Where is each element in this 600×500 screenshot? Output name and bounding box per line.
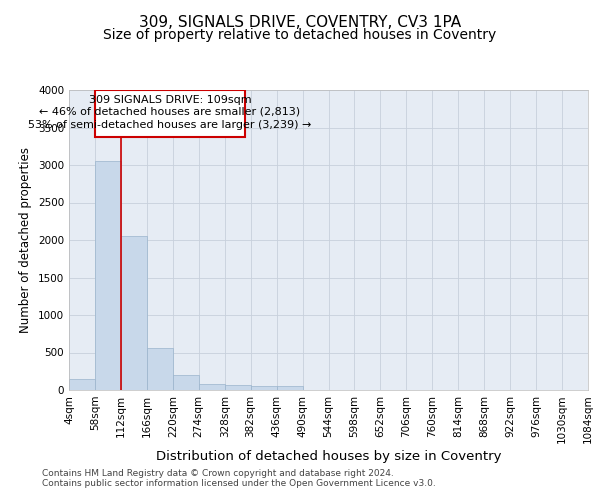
Bar bbox=[147, 348, 173, 390]
Y-axis label: Number of detached properties: Number of detached properties bbox=[19, 147, 32, 333]
Text: 53% of semi-detached houses are larger (3,239) →: 53% of semi-detached houses are larger (… bbox=[28, 120, 311, 130]
Bar bbox=[95, 160, 121, 390]
Text: ← 46% of detached houses are smaller (2,813): ← 46% of detached houses are smaller (2,… bbox=[40, 107, 301, 117]
Bar bbox=[277, 386, 302, 390]
Text: Size of property relative to detached houses in Coventry: Size of property relative to detached ho… bbox=[103, 28, 497, 42]
Bar bbox=[173, 374, 199, 390]
Bar bbox=[95, 90, 245, 136]
Bar bbox=[121, 236, 147, 390]
Text: 309 SIGNALS DRIVE: 109sqm: 309 SIGNALS DRIVE: 109sqm bbox=[89, 95, 251, 105]
Text: Contains HM Land Registry data © Crown copyright and database right 2024.: Contains HM Land Registry data © Crown c… bbox=[42, 470, 394, 478]
Text: Contains public sector information licensed under the Open Government Licence v3: Contains public sector information licen… bbox=[42, 480, 436, 488]
Bar bbox=[225, 385, 251, 390]
Bar bbox=[69, 379, 95, 390]
Bar bbox=[251, 386, 277, 390]
Bar bbox=[199, 384, 224, 390]
Text: 309, SIGNALS DRIVE, COVENTRY, CV3 1PA: 309, SIGNALS DRIVE, COVENTRY, CV3 1PA bbox=[139, 15, 461, 30]
X-axis label: Distribution of detached houses by size in Coventry: Distribution of detached houses by size … bbox=[156, 450, 501, 464]
